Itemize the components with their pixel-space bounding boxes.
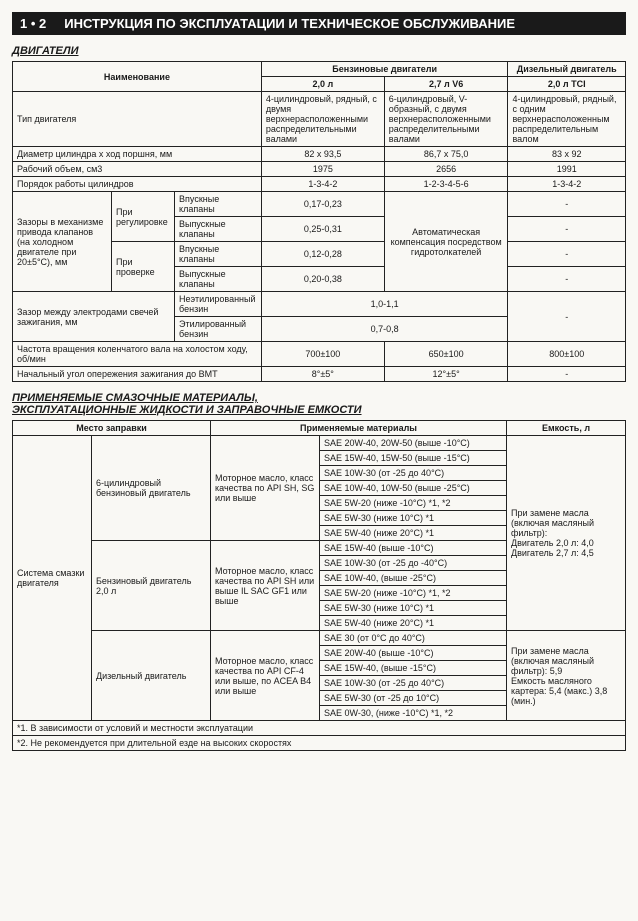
grade: SAE 15W-40, 15W-50 (выше -15°С): [320, 451, 507, 466]
system-label: Система смазки двигателя: [13, 436, 92, 721]
grade: SAE 20W-40 (выше -10°С): [320, 646, 507, 661]
col-name: Наименование: [13, 62, 262, 92]
grade: SAE 10W-40, 10W-50 (выше -25°С): [320, 481, 507, 496]
row-bore: Диаметр цилиндра х ход поршня, мм: [13, 147, 262, 162]
oil1: Моторное масло, класс качества по API SH…: [211, 436, 320, 541]
row-check: При проверке: [112, 242, 175, 292]
grade: SAE 5W-20 (ниже -10°С) *1, *2: [320, 496, 507, 511]
engines-title: ДВИГАТЕЛИ: [12, 45, 626, 57]
page-number: 1 • 2: [20, 16, 46, 31]
grade: SAE 30 (от 0°С до 40°С): [320, 631, 507, 646]
title-line1: ПРИМЕНЯЕМЫЕ СМАЗОЧНЫЕ МАТЕРИАЛЫ,: [12, 392, 258, 404]
cell: 82 x 93,5: [261, 147, 384, 162]
col-capacity: Емкость, л: [507, 421, 626, 436]
cell: 700±100: [261, 342, 384, 367]
grade: SAE 5W-30 (ниже 10°С) *1: [320, 511, 507, 526]
row-plug-gap: Зазор между электродами свечей зажигания…: [13, 292, 175, 342]
grade: SAE 10W-30 (от -25 до -40°С): [320, 556, 507, 571]
cell: 2656: [384, 162, 508, 177]
grade: SAE 10W-30 (от -25 до 40°С): [320, 676, 507, 691]
col-place: Место заправки: [13, 421, 211, 436]
row-idle: Частота вращения коленчатого вала на хол…: [13, 342, 262, 367]
row-exhaust2: Выпускные клапаны: [175, 267, 262, 292]
cell: -: [508, 217, 626, 242]
grade: SAE 5W-40 (ниже 20°С) *1: [320, 616, 507, 631]
cell: 0,17-0,23: [261, 192, 384, 217]
grade: SAE 10W-40, (выше -25°С): [320, 571, 507, 586]
title-line2: ЭКСПЛУАТАЦИОННЫЕ ЖИДКОСТИ И ЗАПРАВОЧНЫЕ …: [12, 404, 362, 416]
row-intake2: Впускные клапаны: [175, 242, 262, 267]
cell: 0,20-0,38: [261, 267, 384, 292]
grade: SAE 5W-20 (ниже -10°С) *1, *2: [320, 586, 507, 601]
row-timing: Начальный угол опережения зажигания до В…: [13, 367, 262, 382]
cell: -: [508, 367, 626, 382]
grade: SAE 15W-40 (выше -10°С): [320, 541, 507, 556]
engines-table: Наименование Бензиновые двигатели Дизель…: [12, 61, 626, 382]
col-gasoline: Бензиновые двигатели: [261, 62, 508, 77]
cell: 0,25-0,31: [261, 217, 384, 242]
oil3: Моторное масло, класс качества по API CF…: [211, 631, 320, 721]
engine6: 6-цилиндровый бензиновый двигатель: [92, 436, 211, 541]
col-materials: Применяемые материалы: [211, 421, 507, 436]
cell: 1,0-1,1: [261, 292, 508, 317]
row-clearance: Зазоры в механизме привода клапанов (на …: [13, 192, 112, 292]
cell: 800±100: [508, 342, 626, 367]
lubricants-title: ПРИМЕНЯЕМЫЕ СМАЗОЧНЫЕ МАТЕРИАЛЫ, ЭКСПЛУА…: [12, 392, 626, 416]
cell: 1-3-4-2: [508, 177, 626, 192]
cell: 0,12-0,28: [261, 242, 384, 267]
cell: 12°±5°: [384, 367, 508, 382]
page-title: ИНСТРУКЦИЯ ПО ЭКСПЛУАТАЦИИ И ТЕХНИЧЕСКОЕ…: [64, 16, 515, 31]
cell: -: [508, 292, 626, 342]
grade: SAE 5W-40 (ниже 20°С) *1: [320, 526, 507, 541]
cell: 1991: [508, 162, 626, 177]
cell: 8°±5°: [261, 367, 384, 382]
row-exhaust: Выпускные клапаны: [175, 217, 262, 242]
row-disp: Рабочий объем, см3: [13, 162, 262, 177]
cell: 4-цилиндровый, рядный, с двумя верхнерас…: [261, 92, 384, 147]
grade: SAE 5W-30 (от -25 до 10°С): [320, 691, 507, 706]
cell: 86,7 x 75,0: [384, 147, 508, 162]
cell: 1-3-4-2: [261, 177, 384, 192]
col-20: 2,0 л: [261, 77, 384, 92]
cell: -: [508, 242, 626, 267]
footnote2: *2. Не рекомендуется при длительной езде…: [13, 736, 626, 751]
page-header: 1 • 2 ИНСТРУКЦИЯ ПО ЭКСПЛУАТАЦИИ И ТЕХНИ…: [12, 12, 626, 35]
col-27: 2,7 л V6: [384, 77, 508, 92]
row-leaded: Этилированный бензин: [175, 317, 262, 342]
cell: 1-2-3-4-5-6: [384, 177, 508, 192]
col-diesel: Дизельный двигатель: [508, 62, 626, 77]
cell: 4-цилиндровый, рядный, с одним верхнерас…: [508, 92, 626, 147]
cell: -: [508, 267, 626, 292]
cell: -: [508, 192, 626, 217]
row-adjust: При регулировке: [112, 192, 175, 242]
cell: 650±100: [384, 342, 508, 367]
row-firing: Порядок работы цилиндров: [13, 177, 262, 192]
cell: 83 x 92: [508, 147, 626, 162]
oil2: Моторное масло, класс качества по API SH…: [211, 541, 320, 631]
row-engine-type: Тип двигателя: [13, 92, 262, 147]
cell: 1975: [261, 162, 384, 177]
cell: Автоматическая компенсация посредством г…: [384, 192, 508, 292]
row-unleaded: Неэтилированный бензин: [175, 292, 262, 317]
grade: SAE 5W-30 (ниже 10°С) *1: [320, 601, 507, 616]
lubricants-table: Место заправки Применяемые материалы Емк…: [12, 420, 626, 751]
grade: SAE 0W-30, (ниже -10°С) *1, *2: [320, 706, 507, 721]
cell: 0,7-0,8: [261, 317, 508, 342]
grade: SAE 10W-30 (от -25 до 40°С): [320, 466, 507, 481]
cap1: При замене масла (включая масляный фильт…: [507, 436, 626, 631]
grade: SAE 15W-40, (выше -15°С): [320, 661, 507, 676]
cap2: При замене масла (включая масляный фильт…: [507, 631, 626, 721]
col-tci: 2,0 л TCI: [508, 77, 626, 92]
grade: SAE 20W-40, 20W-50 (выше -10°С): [320, 436, 507, 451]
footnote1: *1. В зависимости от условий и местности…: [13, 721, 626, 736]
cell: 6-цилиндровый, V-образный, с двумя верхн…: [384, 92, 508, 147]
engine4: Бензиновый двигатель 2,0 л: [92, 541, 211, 631]
diesel: Дизельный двигатель: [92, 631, 211, 721]
row-intake: Впускные клапаны: [175, 192, 262, 217]
